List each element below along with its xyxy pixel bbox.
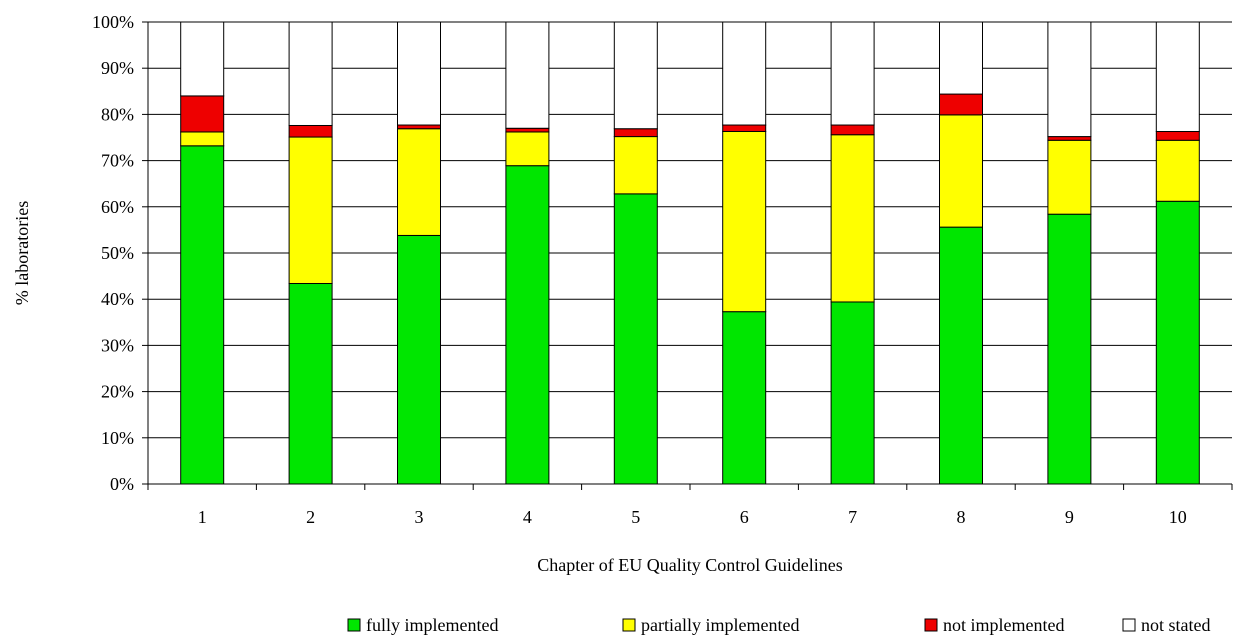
bar-segment-fully-implemented-8 bbox=[939, 226, 983, 485]
legend-swatch bbox=[1122, 618, 1136, 632]
legend-item-partially-implemented: partially implemented bbox=[622, 615, 799, 635]
legend-swatch bbox=[347, 618, 361, 632]
x-tick-label: 2 bbox=[306, 507, 315, 527]
y-tick-label: 20% bbox=[101, 382, 134, 402]
x-tick-label: 1 bbox=[198, 507, 207, 527]
bar-segment-partially-implemented-8 bbox=[939, 114, 983, 228]
x-axis-ticks: 1 2 3 4 5 6 7 8 9 10 bbox=[147, 484, 1233, 527]
y-tick-label: 40% bbox=[101, 289, 134, 309]
y-tick-label: 10% bbox=[101, 428, 134, 448]
legend-label: not stated bbox=[1141, 615, 1211, 635]
bar-segment-not-stated-5 bbox=[613, 21, 658, 130]
legend-label: fully implemented bbox=[366, 615, 498, 635]
y-tick-label: 80% bbox=[101, 104, 134, 124]
bar-segment-not-stated-4 bbox=[505, 21, 550, 129]
x-tick-label: 4 bbox=[523, 507, 532, 527]
bar-segment-not-stated-6 bbox=[722, 21, 767, 126]
bar-segment-fully-implemented-3 bbox=[397, 234, 441, 485]
y-axis-title: % laboratories bbox=[12, 201, 32, 305]
bar-segment-not-implemented-2 bbox=[288, 124, 333, 138]
legend-item-not-implemented: not implemented bbox=[924, 615, 1064, 635]
x-tick-label: 6 bbox=[740, 507, 749, 527]
bar-segment-partially-implemented-3 bbox=[397, 128, 441, 236]
bar-segment-not-implemented-3 bbox=[397, 124, 441, 130]
x-tick-label: 3 bbox=[415, 507, 424, 527]
y-tick-label: 0% bbox=[110, 474, 134, 494]
bar-segment-partially-implemented-7 bbox=[830, 134, 875, 303]
bar-segment-not-implemented-10 bbox=[1155, 130, 1200, 141]
x-tick-label: 7 bbox=[848, 507, 857, 527]
x-tick-label: 9 bbox=[1065, 507, 1074, 527]
bar-segment-not-implemented-8 bbox=[939, 93, 983, 116]
bar-segment-not-stated-2 bbox=[288, 21, 333, 126]
bar-segment-not-stated-9 bbox=[1047, 21, 1092, 138]
x-tick-label: 5 bbox=[631, 507, 640, 527]
y-tick-label: 70% bbox=[101, 151, 134, 171]
bar-segment-not-implemented-5 bbox=[613, 128, 658, 138]
x-tick-label: 10 bbox=[1169, 507, 1187, 527]
bar-segment-not-implemented-9 bbox=[1047, 136, 1092, 141]
bar-segment-partially-implemented-9 bbox=[1047, 139, 1092, 215]
bar-segment-not-implemented-6 bbox=[722, 124, 767, 132]
y-tick-label: 30% bbox=[101, 335, 134, 355]
legend-label: not implemented bbox=[943, 615, 1064, 635]
bar-segment-partially-implemented-6 bbox=[722, 130, 767, 313]
bar-segment-fully-implemented-7 bbox=[830, 301, 875, 485]
legend-item-fully-implemented: fully implemented bbox=[347, 615, 498, 635]
legend-swatch bbox=[622, 618, 636, 632]
x-axis-title: Chapter of EU Quality Control Guidelines bbox=[537, 555, 842, 575]
bar-segment-fully-implemented-10 bbox=[1155, 200, 1200, 485]
y-tick-label: 50% bbox=[101, 243, 134, 263]
y-tick-label: 100% bbox=[92, 12, 134, 32]
bar-segment-fully-implemented-4 bbox=[505, 165, 550, 485]
bar-segment-not-stated-3 bbox=[397, 21, 441, 126]
bar-segment-not-stated-1 bbox=[180, 21, 225, 97]
bar-segment-fully-implemented-9 bbox=[1047, 213, 1092, 485]
bar-segment-not-stated-7 bbox=[830, 21, 875, 126]
legend: fully implemented partially implemented no… bbox=[347, 615, 1211, 635]
bar-segment-fully-implemented-6 bbox=[722, 311, 767, 485]
bar-segment-partially-implemented-5 bbox=[613, 136, 658, 195]
bar-segment-not-stated-8 bbox=[939, 21, 983, 95]
y-axis-ticks: 0% 10% 20% 30% 40% 50% 60% 70% 80% 90% 100% bbox=[92, 12, 148, 494]
bar-segment-partially-implemented-2 bbox=[288, 136, 333, 284]
y-tick-label: 90% bbox=[101, 58, 134, 78]
bar-segment-partially-implemented-4 bbox=[505, 131, 550, 167]
legend-label: partially implemented bbox=[641, 615, 799, 635]
bar-segment-fully-implemented-1 bbox=[180, 145, 225, 485]
bar-segment-fully-implemented-2 bbox=[288, 282, 333, 485]
bar-segment-not-implemented-7 bbox=[830, 124, 875, 136]
bar-segment-not-stated-10 bbox=[1155, 21, 1200, 132]
legend-swatch bbox=[924, 618, 938, 632]
bar-segment-fully-implemented-5 bbox=[613, 193, 658, 485]
bars bbox=[180, 21, 1200, 485]
x-tick-label: 8 bbox=[957, 507, 966, 527]
bar-segment-partially-implemented-1 bbox=[180, 131, 225, 147]
bar-segment-not-implemented-4 bbox=[505, 127, 550, 133]
y-tick-label: 60% bbox=[101, 197, 134, 217]
bar-segment-not-implemented-1 bbox=[180, 95, 225, 133]
legend-item-not-stated: not stated bbox=[1122, 615, 1211, 635]
bar-segment-partially-implemented-10 bbox=[1155, 139, 1200, 202]
